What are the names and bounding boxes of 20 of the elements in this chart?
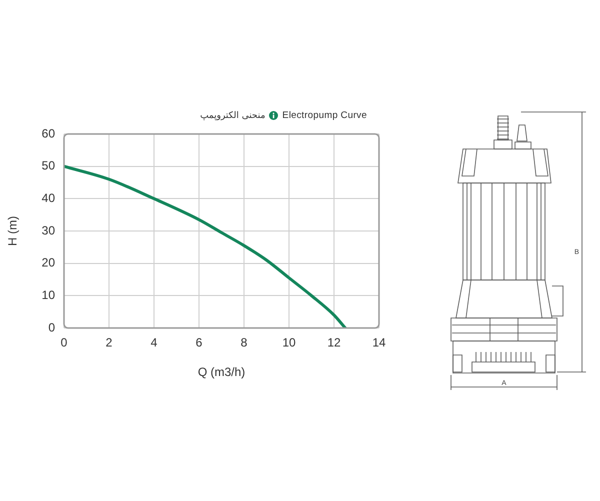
x-tick-label: 14	[372, 336, 386, 350]
x-tick-label: 10	[282, 336, 296, 350]
y-tick-label: 20	[42, 256, 56, 270]
x-tick-label: 6	[196, 336, 203, 350]
y-tick-label: 0	[48, 320, 56, 334]
y-axis-title: H (m)	[6, 216, 20, 246]
x-tick-label: 4	[150, 336, 158, 350]
y-tick-label: 30	[42, 223, 56, 238]
chart-title: Electropump Curve	[282, 110, 367, 121]
x-tick-label: 12	[327, 336, 341, 350]
x-tick-label: 0	[60, 336, 68, 350]
line-series	[64, 164, 347, 328]
y-tick-label: 40	[42, 190, 56, 205]
chart-subtitle: منحنی الکتروپمپ	[200, 110, 266, 120]
x-axis-title: Q (m3/h)	[198, 365, 246, 380]
x-tick-label: 2	[106, 336, 113, 350]
x-tick-label: 8	[240, 336, 248, 350]
y-tick-label: 60	[42, 126, 56, 140]
y-tick-label: 50	[42, 158, 56, 173]
y-tick-label: 10	[42, 288, 56, 302]
